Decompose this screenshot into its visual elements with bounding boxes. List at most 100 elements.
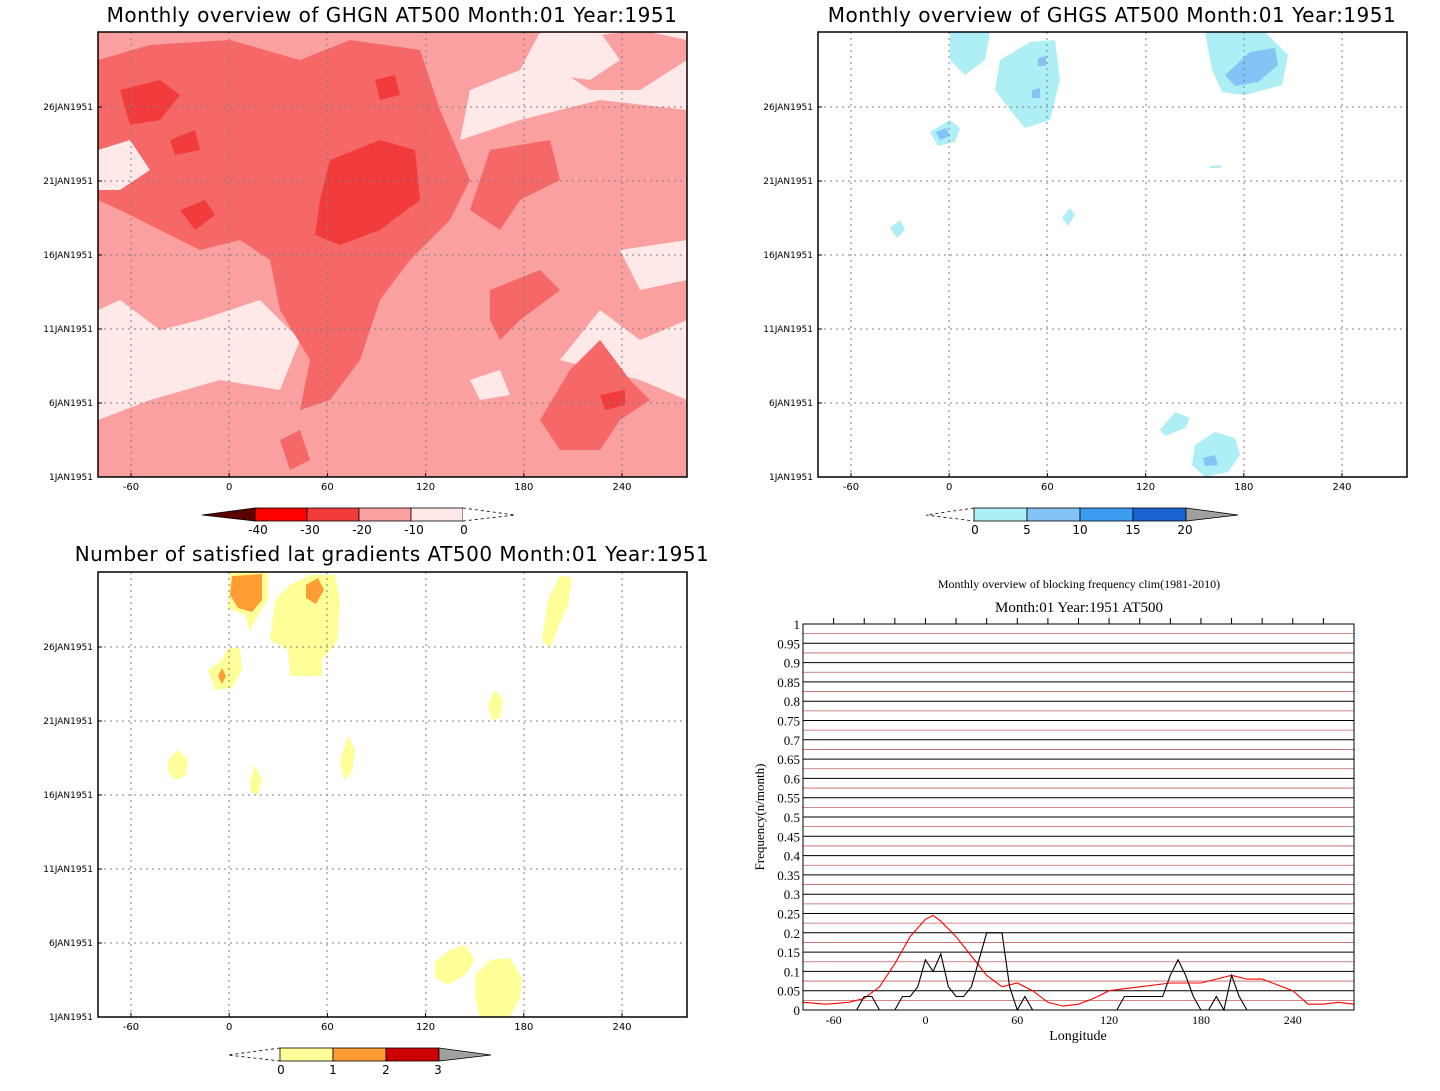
- y-tick-label: 0.2: [784, 926, 800, 941]
- blocking-grid: [803, 623, 1354, 1011]
- ghgn-title: Monthly overview of GHGN AT500 Month:01 …: [107, 3, 678, 27]
- y-tick-label: 1JAN1951: [49, 473, 93, 483]
- y-tick-label: 0.75: [777, 714, 800, 729]
- ghgn-cb-label: -30: [300, 523, 320, 537]
- x-tick-label: 60: [321, 1022, 334, 1033]
- y-tick-label: 0.6: [784, 771, 801, 786]
- blocking-xlabel: Longitude: [1049, 1029, 1107, 1044]
- y-tick-label: 0.65: [777, 752, 800, 767]
- x-tick-label: 120: [1100, 1013, 1118, 1027]
- lat-cb-label: 2: [382, 1063, 390, 1077]
- blocking-frame: [802, 623, 1355, 1011]
- ghgs-x-axis: -60 0 60 120 180 240: [843, 473, 1352, 493]
- y-tick-label: 0.85: [777, 675, 800, 690]
- y-tick-label: 0.05: [777, 984, 800, 999]
- blocking-ylabel: Frequency(n/month): [752, 764, 767, 871]
- y-tick-label: 0.95: [777, 636, 800, 651]
- ghgn-cb-label: -20: [352, 523, 372, 537]
- x-tick-label: 0: [226, 1022, 232, 1033]
- y-tick-label: 11JAN1951: [763, 325, 813, 335]
- blocking-series: [802, 914, 1355, 1012]
- x-tick-label: 60: [321, 482, 334, 493]
- blocking-ticks: 0 0.05 0.1 0.15 0.2 0.25 0.3 0.35 0.4 0.45 0.5 0.55…: [777, 617, 1324, 1027]
- ghgs-cb-label: 5: [1023, 523, 1031, 537]
- x-tick-label: 0: [946, 482, 952, 493]
- x-tick-label: 240: [1332, 482, 1351, 493]
- ghgn-cb-label: 0: [460, 523, 468, 537]
- x-tick-label: -60: [826, 1013, 842, 1027]
- y-tick-label: 0.1: [784, 964, 800, 979]
- y-tick-label: 0.5: [784, 810, 800, 825]
- ghgn-cb-label: -40: [248, 523, 268, 537]
- y-tick-label: 6JAN1951: [49, 939, 93, 949]
- x-tick-label: 120: [416, 482, 435, 493]
- y-tick-label: 11JAN1951: [43, 325, 93, 335]
- x-tick-label: 180: [514, 1022, 533, 1033]
- lat-cb-label: 0: [277, 1063, 285, 1077]
- y-tick-label: 0.55: [777, 791, 800, 806]
- blocking-title: Monthly overview of blocking frequency c…: [938, 577, 1220, 591]
- lat-panel: Number of satisfied lat gradients AT500 …: [43, 542, 709, 1077]
- y-tick-label: 26JAN1951: [43, 103, 93, 113]
- x-tick-label: 120: [416, 1022, 435, 1033]
- y-tick-label: 0.3: [784, 887, 800, 902]
- clim-series-line: [802, 914, 1355, 1007]
- ghgn-colorbar: -40 -30 -20 -10 0: [201, 507, 516, 537]
- lat-grid: [98, 572, 687, 1017]
- ghgn-panel: Monthly overview of GHGN AT500 Month:01 …: [43, 3, 688, 537]
- y-tick-label: 0.8: [784, 694, 800, 709]
- y-tick-label: 0.45: [777, 829, 800, 844]
- y-tick-label: 0.4: [784, 849, 801, 864]
- ghgs-panel: Monthly overview of GHGS AT500 Month:01 …: [763, 3, 1408, 537]
- ghgs-y-axis: 1JAN1951 6JAN1951 11JAN1951 16JAN1951 21JAN1…: [763, 103, 822, 483]
- y-tick-label: 0: [794, 1003, 801, 1018]
- lat-title: Number of satisfied lat gradients AT500 …: [75, 542, 710, 566]
- x-tick-label: 180: [1192, 1013, 1210, 1027]
- x-tick-label: 60: [1041, 482, 1054, 493]
- y-tick-label: 6JAN1951: [769, 399, 813, 409]
- x-tick-label: -60: [123, 1022, 139, 1033]
- x-tick-label: 240: [612, 482, 631, 493]
- x-tick-label: 240: [612, 1022, 631, 1033]
- lat-cb-label: 1: [329, 1063, 337, 1077]
- y-tick-label: 21JAN1951: [43, 717, 93, 727]
- y-tick-label: 26JAN1951: [43, 643, 93, 653]
- ghgs-cb-label: 10: [1072, 523, 1087, 537]
- y-tick-label: 16JAN1951: [43, 251, 93, 261]
- x-tick-label: 0: [226, 482, 232, 493]
- ghgs-title: Monthly overview of GHGS AT500 Month:01 …: [828, 3, 1396, 27]
- ghgs-grid: [818, 32, 1407, 477]
- x-tick-label: 180: [1234, 482, 1253, 493]
- y-tick-label: 16JAN1951: [763, 251, 813, 261]
- y-tick-label: 21JAN1951: [43, 177, 93, 187]
- x-tick-label: 180: [514, 482, 533, 493]
- blocking-subtitle: Month:01 Year:1951 AT500: [995, 600, 1163, 616]
- x-tick-label: 240: [1284, 1013, 1302, 1027]
- y-tick-label: 1: [794, 617, 801, 632]
- y-tick-label: 21JAN1951: [763, 177, 813, 187]
- lat-x-axis: -60 0 60 120 180 240: [123, 1013, 632, 1033]
- y-tick-label: 0.25: [777, 907, 800, 922]
- ghgs-cb-label: 20: [1177, 523, 1192, 537]
- ghgn-grid: [98, 32, 687, 477]
- y-tick-label: 0.7: [784, 733, 801, 748]
- y-tick-label: 0.35: [777, 868, 800, 883]
- x-tick-label: -60: [843, 482, 859, 493]
- x-tick-label: 60: [1011, 1013, 1023, 1027]
- ghgn-x-axis: -60 0 60 120 180 240: [123, 473, 632, 493]
- y-tick-label: 26JAN1951: [763, 103, 813, 113]
- x-tick-label: 120: [1136, 482, 1155, 493]
- lat-colorbar: 0 1 2 3: [227, 1047, 492, 1077]
- ghgs-cb-label: 15: [1125, 523, 1140, 537]
- y-tick-label: 16JAN1951: [43, 791, 93, 801]
- x-tick-label: 0: [922, 1013, 928, 1027]
- ghgs-cb-label: 0: [971, 523, 979, 537]
- ghgs-colorbar: 0 5 10 15 20: [925, 507, 1239, 537]
- ghgn-y-axis: 1JAN1951 6JAN1951 11JAN1951 16JAN1951 21JAN1…: [43, 103, 102, 483]
- lat-y-axis: 1JAN1951 6JAN1951 11JAN1951 16JAN1951 21JAN1…: [43, 643, 102, 1023]
- blocking-panel: Monthly overview of blocking frequency c…: [752, 577, 1355, 1044]
- y-tick-label: 0.9: [784, 656, 800, 671]
- y-tick-label: 1JAN1951: [769, 473, 813, 483]
- y-tick-label: 6JAN1951: [49, 399, 93, 409]
